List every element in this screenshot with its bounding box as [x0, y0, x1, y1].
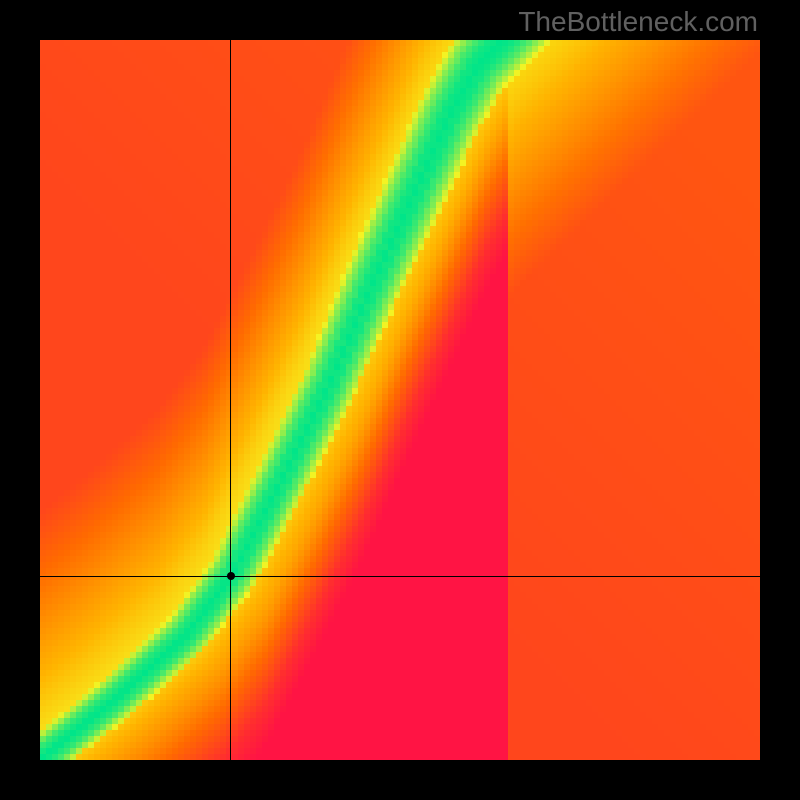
- chart-container: TheBottleneck.com: [0, 0, 800, 800]
- crosshair-horizontal: [40, 576, 760, 577]
- crosshair-vertical: [230, 40, 231, 760]
- watermark-text: TheBottleneck.com: [518, 6, 758, 38]
- bottleneck-heatmap: [40, 40, 760, 760]
